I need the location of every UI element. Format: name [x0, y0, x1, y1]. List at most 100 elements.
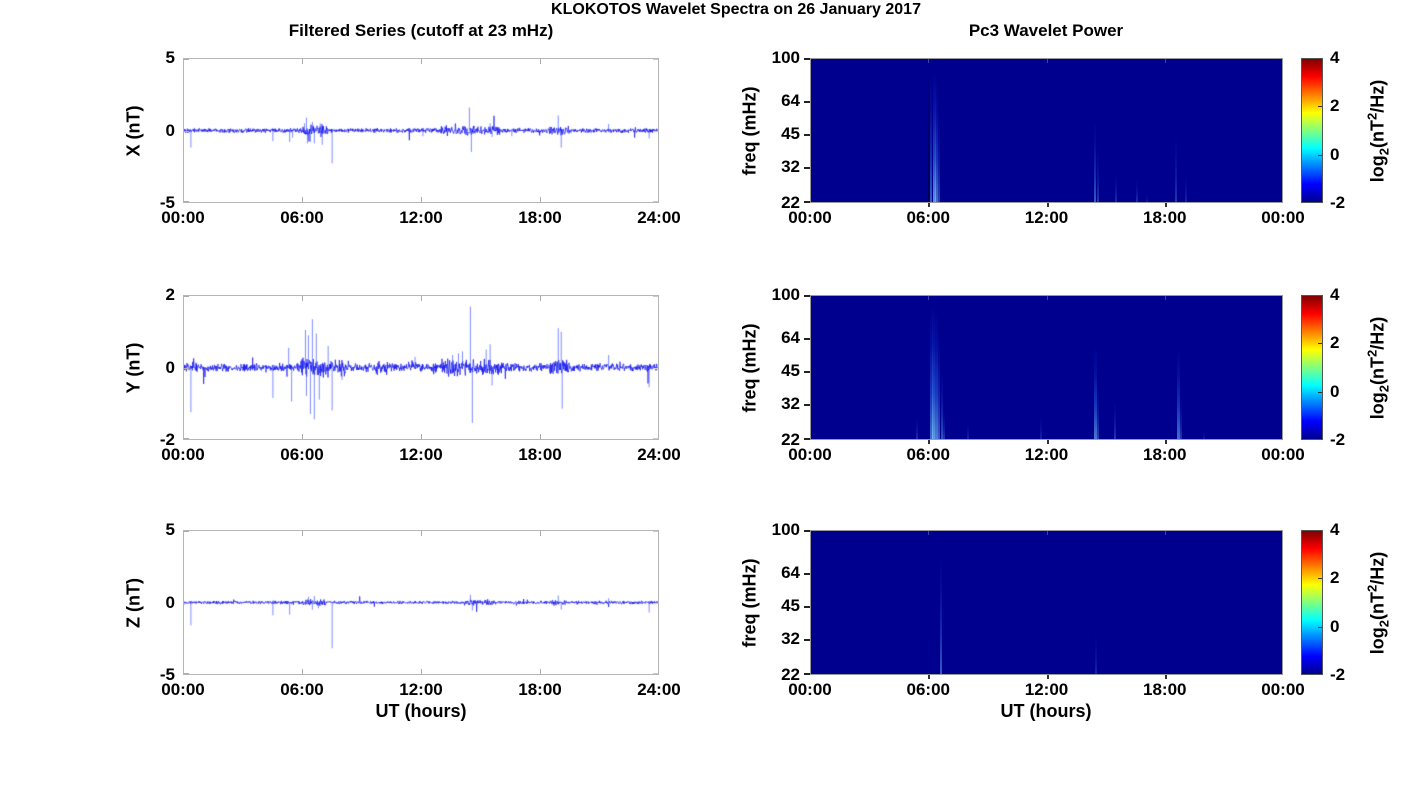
x-wavelet-power-streak	[1096, 150, 1099, 202]
y-wavelet-power-streak	[929, 308, 933, 439]
y-tickmark	[184, 531, 189, 532]
y-wavelet-xtick-label: 18:00	[1143, 445, 1187, 464]
x-tickmark	[421, 59, 422, 64]
x-wavelet-colorbar-tick-label: 4	[1330, 48, 1340, 67]
y-series-ytick-label: -2	[159, 430, 175, 449]
x-tickmark	[421, 197, 422, 202]
colorbar-label-part: /Hz)	[1367, 79, 1388, 113]
left-column-title: Filtered Series (cutoff at 23 mHz)	[288, 21, 554, 40]
x-wavelet-colorbar-tick-label: 0	[1330, 144, 1340, 164]
z-wavelet-colorbar-tick-label: 2	[1330, 568, 1340, 588]
x-series-plot-box	[183, 58, 659, 203]
y-wavelet-colorbar-tick-label: -2	[1330, 430, 1346, 449]
y-wavelet-power-streak	[915, 416, 918, 439]
z-wavelet-colorbar-tick-label: 4	[1330, 520, 1340, 539]
z-wavelet-ytick-label: 22	[781, 665, 800, 684]
x-series-xtick-label: 12:00	[399, 208, 443, 227]
y-tickmark	[184, 296, 189, 297]
z-series-xtick-label: 18:00	[518, 680, 562, 699]
y-tickmark	[804, 404, 810, 407]
x-wavelet-power-streak	[929, 74, 932, 202]
x-tickmark	[302, 59, 303, 64]
x-wavelet-colorbar-label: log2(nT2/Hz)	[1365, 79, 1392, 181]
z-wavelet-heatmap	[810, 530, 1283, 675]
x-tickmark	[540, 434, 541, 439]
x-wavelet-power-streak	[928, 63, 931, 202]
z-series-ytick-label: 5	[165, 520, 175, 539]
y-tickmark	[804, 438, 810, 440]
x-series-xtick-label: 18:00	[518, 208, 562, 227]
x-tickmark	[1164, 675, 1167, 679]
x-wavelet-ytick-label: 32	[781, 157, 800, 177]
x-wavelet-power-streak	[1093, 120, 1096, 202]
x-wavelet-xtick-label: 18:00	[1143, 208, 1187, 227]
x-tickmark	[1046, 531, 1048, 535]
y-wavelet-colorbar-tick-label: 0	[1330, 381, 1340, 401]
x-tickmark	[928, 296, 930, 300]
z-series-xtick-label: 12:00	[399, 680, 443, 699]
x-tickmark	[928, 59, 930, 63]
y-series-xtick-label: 24:00	[637, 445, 681, 464]
colorbar-label-part: 2	[1364, 112, 1380, 120]
y-tickmark	[804, 606, 810, 609]
y-tickmark	[804, 167, 810, 170]
colorbar-label-part: 2	[1376, 619, 1392, 627]
y-wavelet-colorbar	[1301, 295, 1323, 440]
x-wavelet-power-streak	[932, 71, 936, 202]
colorbar-label-part: 2	[1376, 384, 1392, 392]
x-wavelet-power-streak	[1135, 179, 1138, 202]
y-tickmark	[184, 367, 189, 369]
x-tickmark	[1046, 203, 1049, 207]
x-series-ytick-label: -5	[159, 193, 175, 212]
y-wavelet-power-streak	[1114, 400, 1117, 439]
y-series-xtick-label: 12:00	[399, 445, 443, 464]
x-tickmark	[302, 197, 303, 202]
z-wavelet-xtick-label: 00:00	[1261, 680, 1305, 699]
x-tickmark	[540, 197, 541, 202]
z-series-canvas	[184, 531, 658, 674]
z-wavelet-ytick-label: 32	[781, 629, 800, 649]
y-wavelet-power-streak	[937, 329, 940, 439]
y-tickmark	[653, 201, 658, 202]
y-wavelet-xtick-label: 12:00	[1024, 445, 1069, 464]
colorbar-tickmark	[1318, 106, 1322, 108]
x-series-xtick-label: 24:00	[637, 208, 681, 227]
x-tickmark	[928, 531, 930, 535]
y-wavelet-ytick-label: 64	[781, 327, 800, 347]
colorbar-label-part: (nT	[1367, 356, 1388, 385]
colorbar-label-part: log	[1367, 391, 1388, 419]
y-wavelet-ytick-label: 22	[781, 430, 800, 449]
x-tickmark	[1046, 296, 1048, 300]
y-wavelet-power-streak	[1093, 347, 1097, 439]
x-tickmark	[421, 531, 422, 536]
x-wavelet-xtick-label: 00:00	[1261, 208, 1305, 227]
z-wavelet-y-axis-label: freq (mHz)	[739, 558, 760, 647]
y-wavelet-xtick-label: 00:00	[1261, 445, 1305, 464]
x-wavelet-ytick-label: 100	[771, 48, 800, 67]
y-tickmark	[804, 371, 810, 374]
y-tickmark	[804, 673, 810, 675]
colorbar-label-part: 2	[1376, 147, 1392, 155]
z-series-plot-box	[183, 530, 659, 675]
x-wavelet-power-streak	[1145, 193, 1148, 202]
x-wavelet-power-streak	[937, 110, 940, 202]
x-wavelet-ytick-label: 22	[781, 193, 800, 212]
y-tickmark	[804, 639, 810, 642]
x-wavelet-power-streak	[935, 82, 939, 202]
colorbar-label-part: (nT	[1367, 591, 1388, 620]
y-tickmark	[184, 438, 189, 439]
y-wavelet-power-streak	[1179, 395, 1182, 439]
z-series-ytick-label: 0	[165, 592, 175, 612]
y-tickmark	[653, 296, 658, 297]
y-tickmark	[804, 201, 810, 203]
y-wavelet-ytick-label: 45	[781, 361, 800, 381]
x-tickmark	[1046, 440, 1049, 444]
y-tickmark	[804, 134, 810, 137]
colorbar-tickmark	[1318, 578, 1322, 580]
colorbar-label-part: /Hz)	[1367, 551, 1388, 585]
x-tickmark	[1164, 531, 1166, 535]
z-wavelet-ytick-label: 64	[781, 562, 800, 582]
z-series-xtick-label: 24:00	[637, 680, 681, 699]
z-wavelet-colorbar-label: log2(nT2/Hz)	[1365, 551, 1392, 653]
